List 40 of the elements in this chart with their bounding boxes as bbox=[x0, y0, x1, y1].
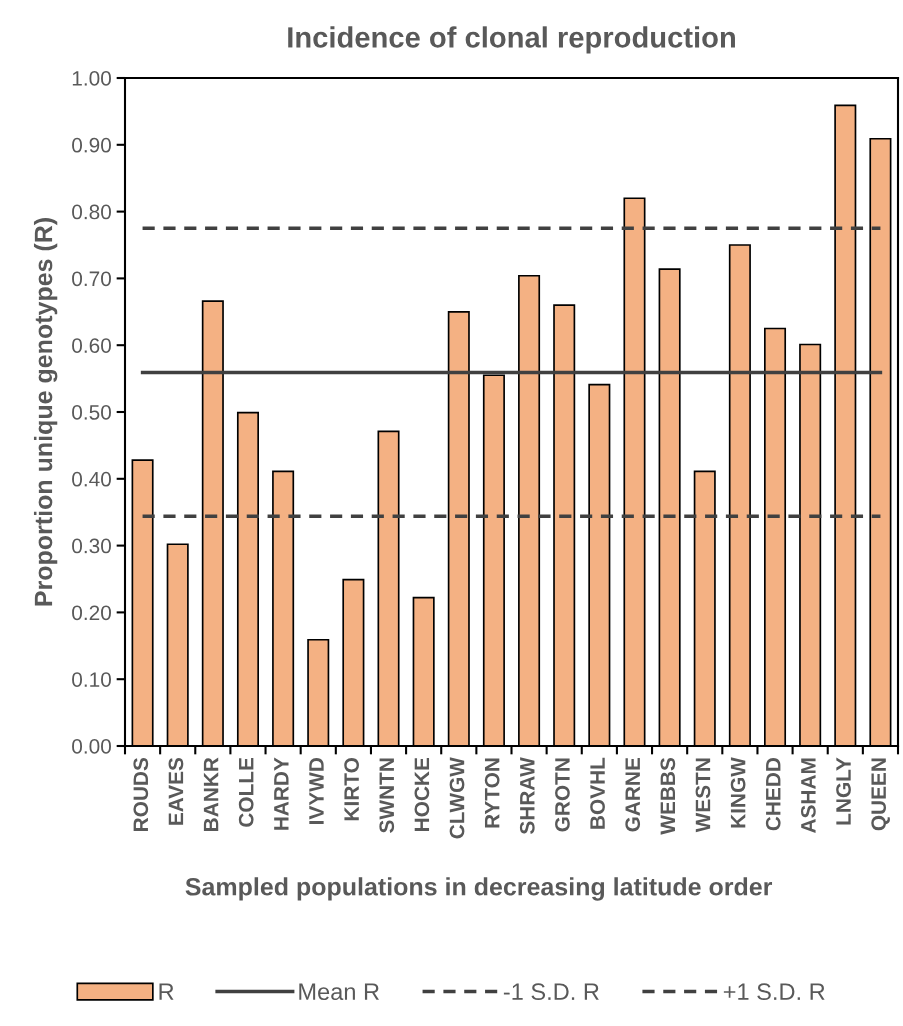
x-tick-label: ASHAM bbox=[801, 758, 816, 833]
legend-label: +1 S.D. R bbox=[723, 983, 825, 1001]
x-tick-label: LNGLY bbox=[836, 757, 851, 825]
x-tick-label: EAVES bbox=[168, 757, 184, 825]
x-tick-label: IVYWD bbox=[309, 757, 324, 825]
x-tick-label: RYTON bbox=[484, 758, 500, 828]
y-tick-label: 0.80 bbox=[72, 204, 111, 220]
x-tick-label: WEBBS bbox=[660, 757, 676, 835]
x-tick-label: CHEDD bbox=[765, 757, 781, 831]
x-tick-label: KIRTO bbox=[344, 757, 359, 821]
y-tick-label: 0.30 bbox=[72, 538, 111, 554]
x-tick-label: GROTN bbox=[555, 758, 570, 832]
x-tick-label: COLLE bbox=[238, 757, 254, 827]
y-tick-label: 0.10 bbox=[72, 672, 111, 687]
x-tick-label: SWNTN bbox=[379, 758, 395, 833]
x-tick-label: BOVHL bbox=[590, 757, 605, 829]
x-tick-label: CLWGW bbox=[449, 757, 465, 839]
x-tick-label: BANKR bbox=[203, 757, 219, 831]
y-tick-label: 0.70 bbox=[72, 271, 111, 287]
y-tick-label: 0.40 bbox=[72, 471, 111, 487]
chart-title: Incidence of clonal reproduction bbox=[288, 26, 735, 54]
x-tick-label: SHRAW bbox=[519, 757, 535, 835]
x-tick-label: ROUDS bbox=[133, 757, 149, 831]
y-tick-label: 0.20 bbox=[72, 605, 111, 621]
y-tick-label: 0.50 bbox=[72, 405, 111, 420]
x-tick-label: HARDY bbox=[274, 757, 289, 830]
y-axis-title: Proportion unique genotypes (R) bbox=[33, 218, 58, 606]
y-tick-label: 0.90 bbox=[72, 137, 111, 153]
legend-label: Mean R bbox=[299, 983, 379, 1001]
y-tick-label: 0.00 bbox=[72, 739, 111, 754]
x-tick-label: QUEEN bbox=[871, 758, 890, 831]
y-tick-label: 1.00 bbox=[72, 71, 111, 86]
x-axis-title: Sampled populations in decreasing latitude order bbox=[185, 877, 773, 901]
legend-label: R bbox=[159, 983, 174, 1000]
x-tick-label: GARNE bbox=[625, 757, 641, 832]
x-tick-label: WESTN bbox=[695, 758, 711, 833]
y-tick-label: 0.60 bbox=[72, 338, 111, 353]
x-tick-label: HOCKE bbox=[414, 757, 430, 831]
x-tick-label: KINGW bbox=[730, 757, 746, 828]
legend-label: -1 S.D. R bbox=[503, 983, 599, 1001]
